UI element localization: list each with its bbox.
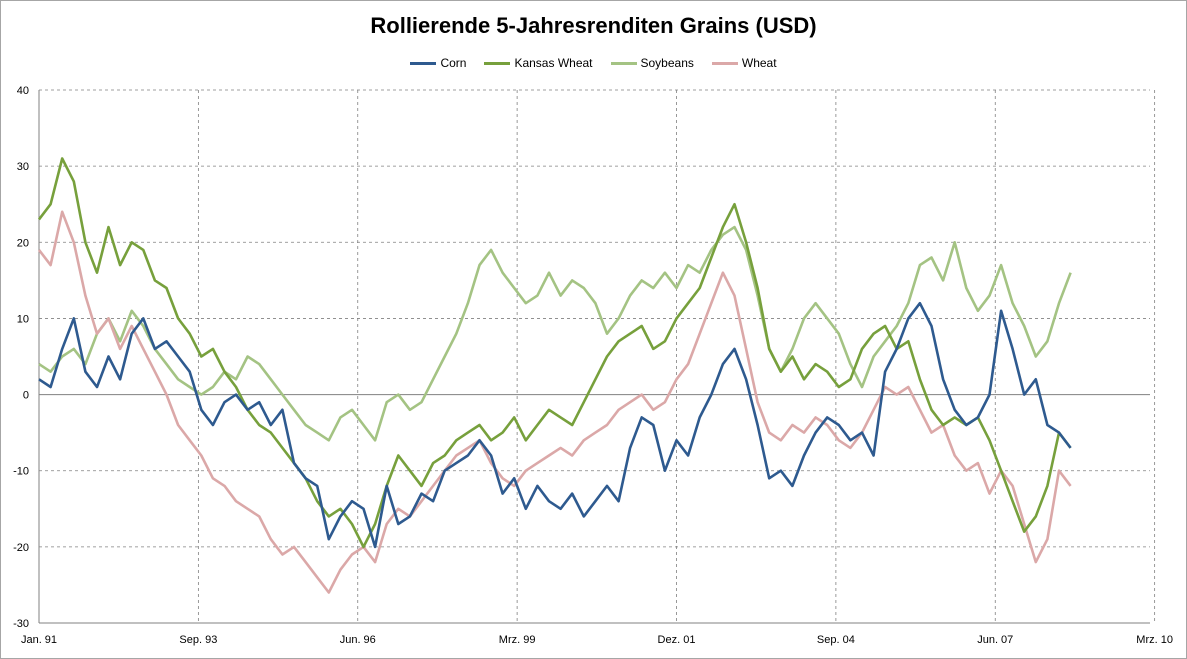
series-line-kansas-wheat xyxy=(37,157,1072,549)
series-line-corn xyxy=(38,301,1072,549)
x-tick-label: Jan. 91 xyxy=(21,634,57,646)
x-tick-label: Jun. 07 xyxy=(977,634,1013,646)
legend-label: Corn xyxy=(440,56,467,70)
x-tick-label: Mrz. 10 xyxy=(1136,634,1173,646)
legend-swatch xyxy=(484,61,511,65)
y-tick-label: 20 xyxy=(17,237,29,249)
legend-item-soybeans: Soybeans xyxy=(610,56,694,70)
series-line-wheat xyxy=(37,210,1072,594)
chart-title: Rollierende 5-Jahresrenditen Grains (USD… xyxy=(370,13,817,38)
y-tick-label: 10 xyxy=(17,313,29,325)
legend: Corn Kansas Wheat Soybeans Wheat xyxy=(1,56,1186,70)
legend-item-kansas-wheat: Kansas Wheat xyxy=(484,56,593,70)
y-tick-label: 0 xyxy=(23,390,29,402)
y-tick-label: 30 xyxy=(17,161,29,173)
legend-label: Wheat xyxy=(741,56,777,70)
legend-swatch xyxy=(610,61,637,65)
x-tick-label: Mrz. 99 xyxy=(499,634,536,646)
y-tick-label: -10 xyxy=(13,466,29,478)
series-line-soybeans xyxy=(38,225,1072,442)
x-tick-label: Jun. 96 xyxy=(340,634,376,646)
legend-swatch xyxy=(410,61,437,65)
y-tick-label: -30 xyxy=(13,618,29,630)
legend-label: Kansas Wheat xyxy=(514,56,593,70)
y-tick-label: 40 xyxy=(17,85,29,97)
y-tick-label: -20 xyxy=(13,542,29,554)
legend-item-wheat: Wheat xyxy=(711,56,777,70)
legend-swatch xyxy=(711,61,738,65)
legend-label: Soybeans xyxy=(640,56,694,70)
x-tick-label: Sep. 04 xyxy=(817,634,855,646)
x-tick-label: Dez. 01 xyxy=(658,634,696,646)
legend-item-corn: Corn xyxy=(410,56,466,70)
x-tick-label: Sep. 93 xyxy=(179,634,217,646)
